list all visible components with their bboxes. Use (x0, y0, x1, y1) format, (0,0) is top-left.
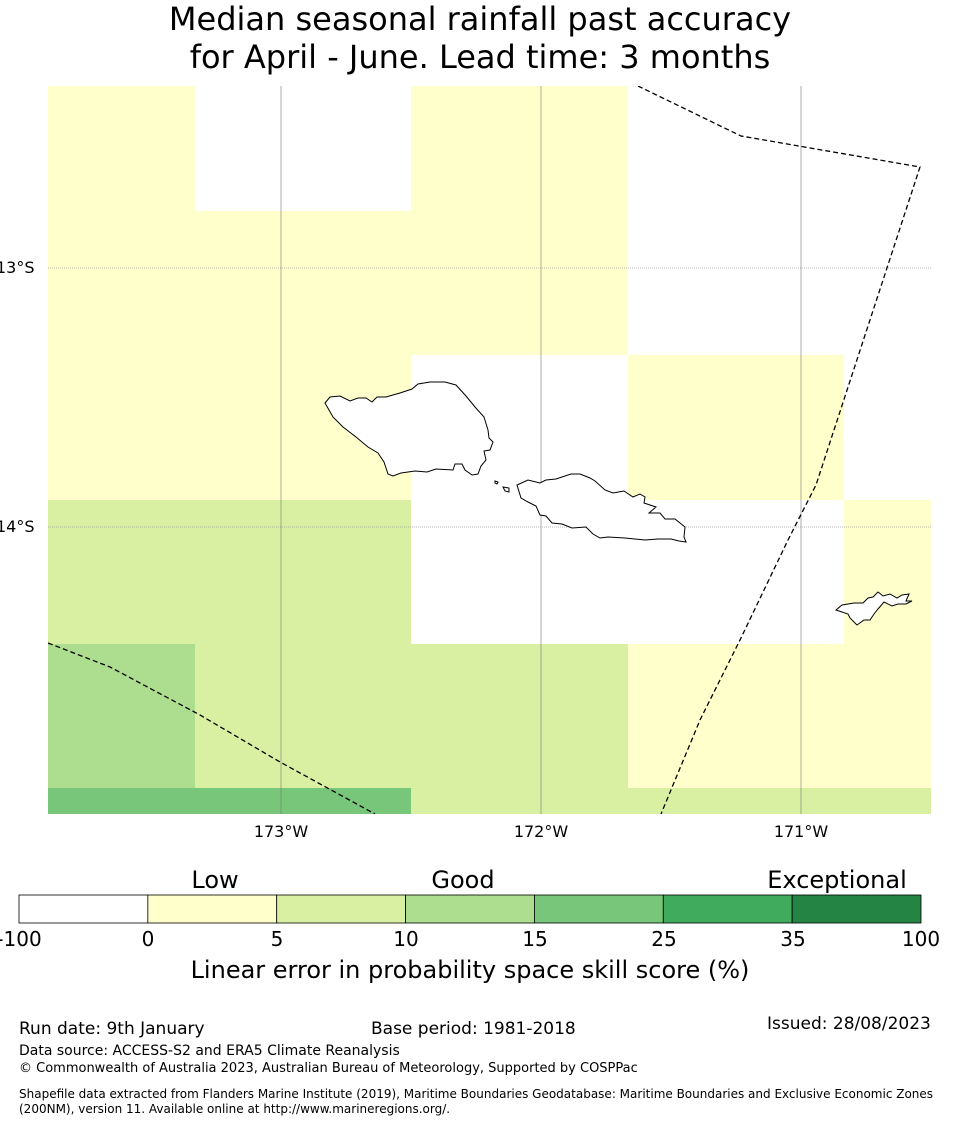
issued-date: Issued: 28/08/2023 (767, 1014, 931, 1034)
graticule (48, 86, 931, 814)
grid-cell (48, 500, 411, 644)
map-title: Median seasonal rainfall past accuracy f… (0, 0, 960, 76)
grid-cell (48, 644, 195, 788)
grid-cell (411, 86, 628, 355)
colorbar-tick-label: 10 (393, 927, 419, 951)
colorbar-tick-label: 5 (270, 927, 284, 951)
apolima-island-outline (494, 480, 499, 485)
colorbar-segment (534, 894, 664, 924)
grid-cell (195, 644, 411, 788)
eez-boundary (48, 642, 376, 814)
map-title-line2: for April - June. Lead time: 3 months (189, 38, 771, 76)
grid-cell (411, 644, 628, 814)
colorbar-tick-label: 25 (651, 927, 677, 951)
grid-cell (628, 355, 844, 500)
colorbar-category-low: Low (191, 866, 239, 894)
colorbar-segment (18, 894, 149, 924)
grid-cell (48, 788, 411, 814)
grid-cell (48, 86, 195, 500)
colorbar-label: Linear error in probability space skill … (190, 956, 750, 984)
base-period: Base period: 1981-2018 (371, 1019, 576, 1039)
colorbar-category-good: Good (431, 866, 495, 894)
colorbar-tick-label: 0 (141, 927, 155, 951)
lon-tick-label: 171°W (773, 822, 829, 841)
colorbar-tick-label: 35 (780, 927, 806, 951)
maritime-boundaries (48, 86, 921, 814)
lon-tick-label: 173°W (253, 822, 309, 841)
colorbar-segment (276, 894, 406, 924)
grid-cell (195, 211, 411, 500)
colorbar-segment (662, 894, 793, 924)
map-title-line1: Median seasonal rainfall past accuracy (168, 0, 792, 38)
shapefile-credit: Shapefile data extracted from Flanders M… (19, 1087, 934, 1116)
colorbar-segment (405, 894, 535, 924)
colorbar-tick-label: -100 (0, 927, 42, 951)
skill-grid (48, 86, 931, 814)
colorbar-category-exceptional: Exceptional (767, 866, 907, 894)
grid-cell (628, 644, 844, 788)
colorbar-tick-label: 15 (522, 927, 548, 951)
manono-island-outline (502, 486, 510, 493)
lat-tick-label: 13°S (0, 258, 35, 277)
colorbar-segment (791, 894, 922, 924)
grid-cell (628, 788, 931, 814)
upolu-island-outline (516, 473, 687, 543)
copyright: © Commonwealth of Australia 2023, Austra… (19, 1061, 638, 1076)
colorbar (18, 894, 922, 924)
tutuila-island-outline (834, 591, 913, 626)
eez-boundary (637, 86, 921, 814)
run-date: Run date: 9th January (19, 1019, 205, 1039)
colorbar-segment (147, 894, 278, 924)
land-outlines (324, 381, 913, 626)
data-source: Data source: ACCESS-S2 and ERA5 Climate … (19, 1043, 400, 1059)
grid-cell (844, 500, 931, 788)
colorbar-tick-label: 100 (901, 927, 941, 951)
lat-tick-label: 14°S (0, 517, 35, 536)
colorbar-segments (18, 894, 922, 924)
map-plot-area (48, 86, 931, 814)
savaii-island-outline (324, 381, 494, 477)
skill-map (48, 86, 931, 814)
lon-tick-label: 172°W (513, 822, 569, 841)
